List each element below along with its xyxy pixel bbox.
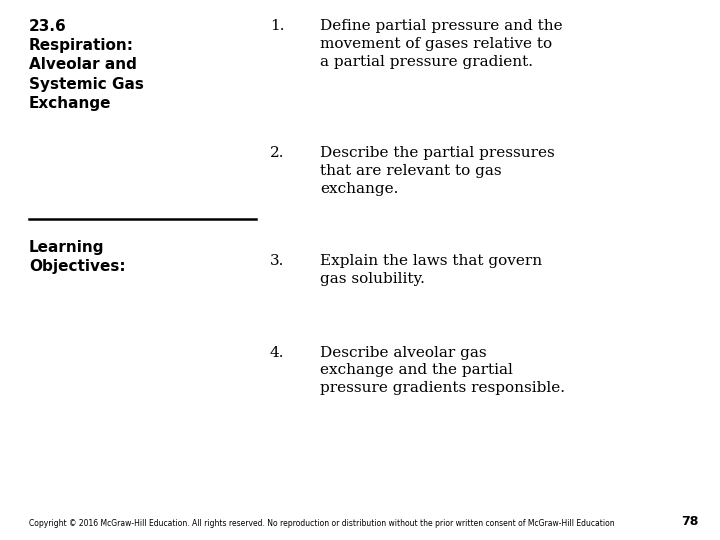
Text: 2.: 2. — [270, 146, 284, 160]
Text: Copyright © 2016 McGraw-Hill Education. All rights reserved. No reproduction or : Copyright © 2016 McGraw-Hill Education. … — [29, 519, 614, 528]
Text: Learning
Objectives:: Learning Objectives: — [29, 240, 125, 274]
Text: 4.: 4. — [270, 346, 284, 360]
Text: Describe the partial pressures
that are relevant to gas
exchange.: Describe the partial pressures that are … — [320, 146, 555, 195]
Text: 78: 78 — [681, 515, 698, 528]
Text: Explain the laws that govern
gas solubility.: Explain the laws that govern gas solubil… — [320, 254, 543, 286]
Text: Define partial pressure and the
movement of gases relative to
a partial pressure: Define partial pressure and the movement… — [320, 19, 563, 69]
Text: Describe alveolar gas
exchange and the partial
pressure gradients responsible.: Describe alveolar gas exchange and the p… — [320, 346, 565, 395]
Text: 1.: 1. — [270, 19, 284, 33]
Text: 23.6
Respiration:
Alveolar and
Systemic Gas
Exchange: 23.6 Respiration: Alveolar and Systemic … — [29, 19, 144, 111]
Text: 3.: 3. — [270, 254, 284, 268]
